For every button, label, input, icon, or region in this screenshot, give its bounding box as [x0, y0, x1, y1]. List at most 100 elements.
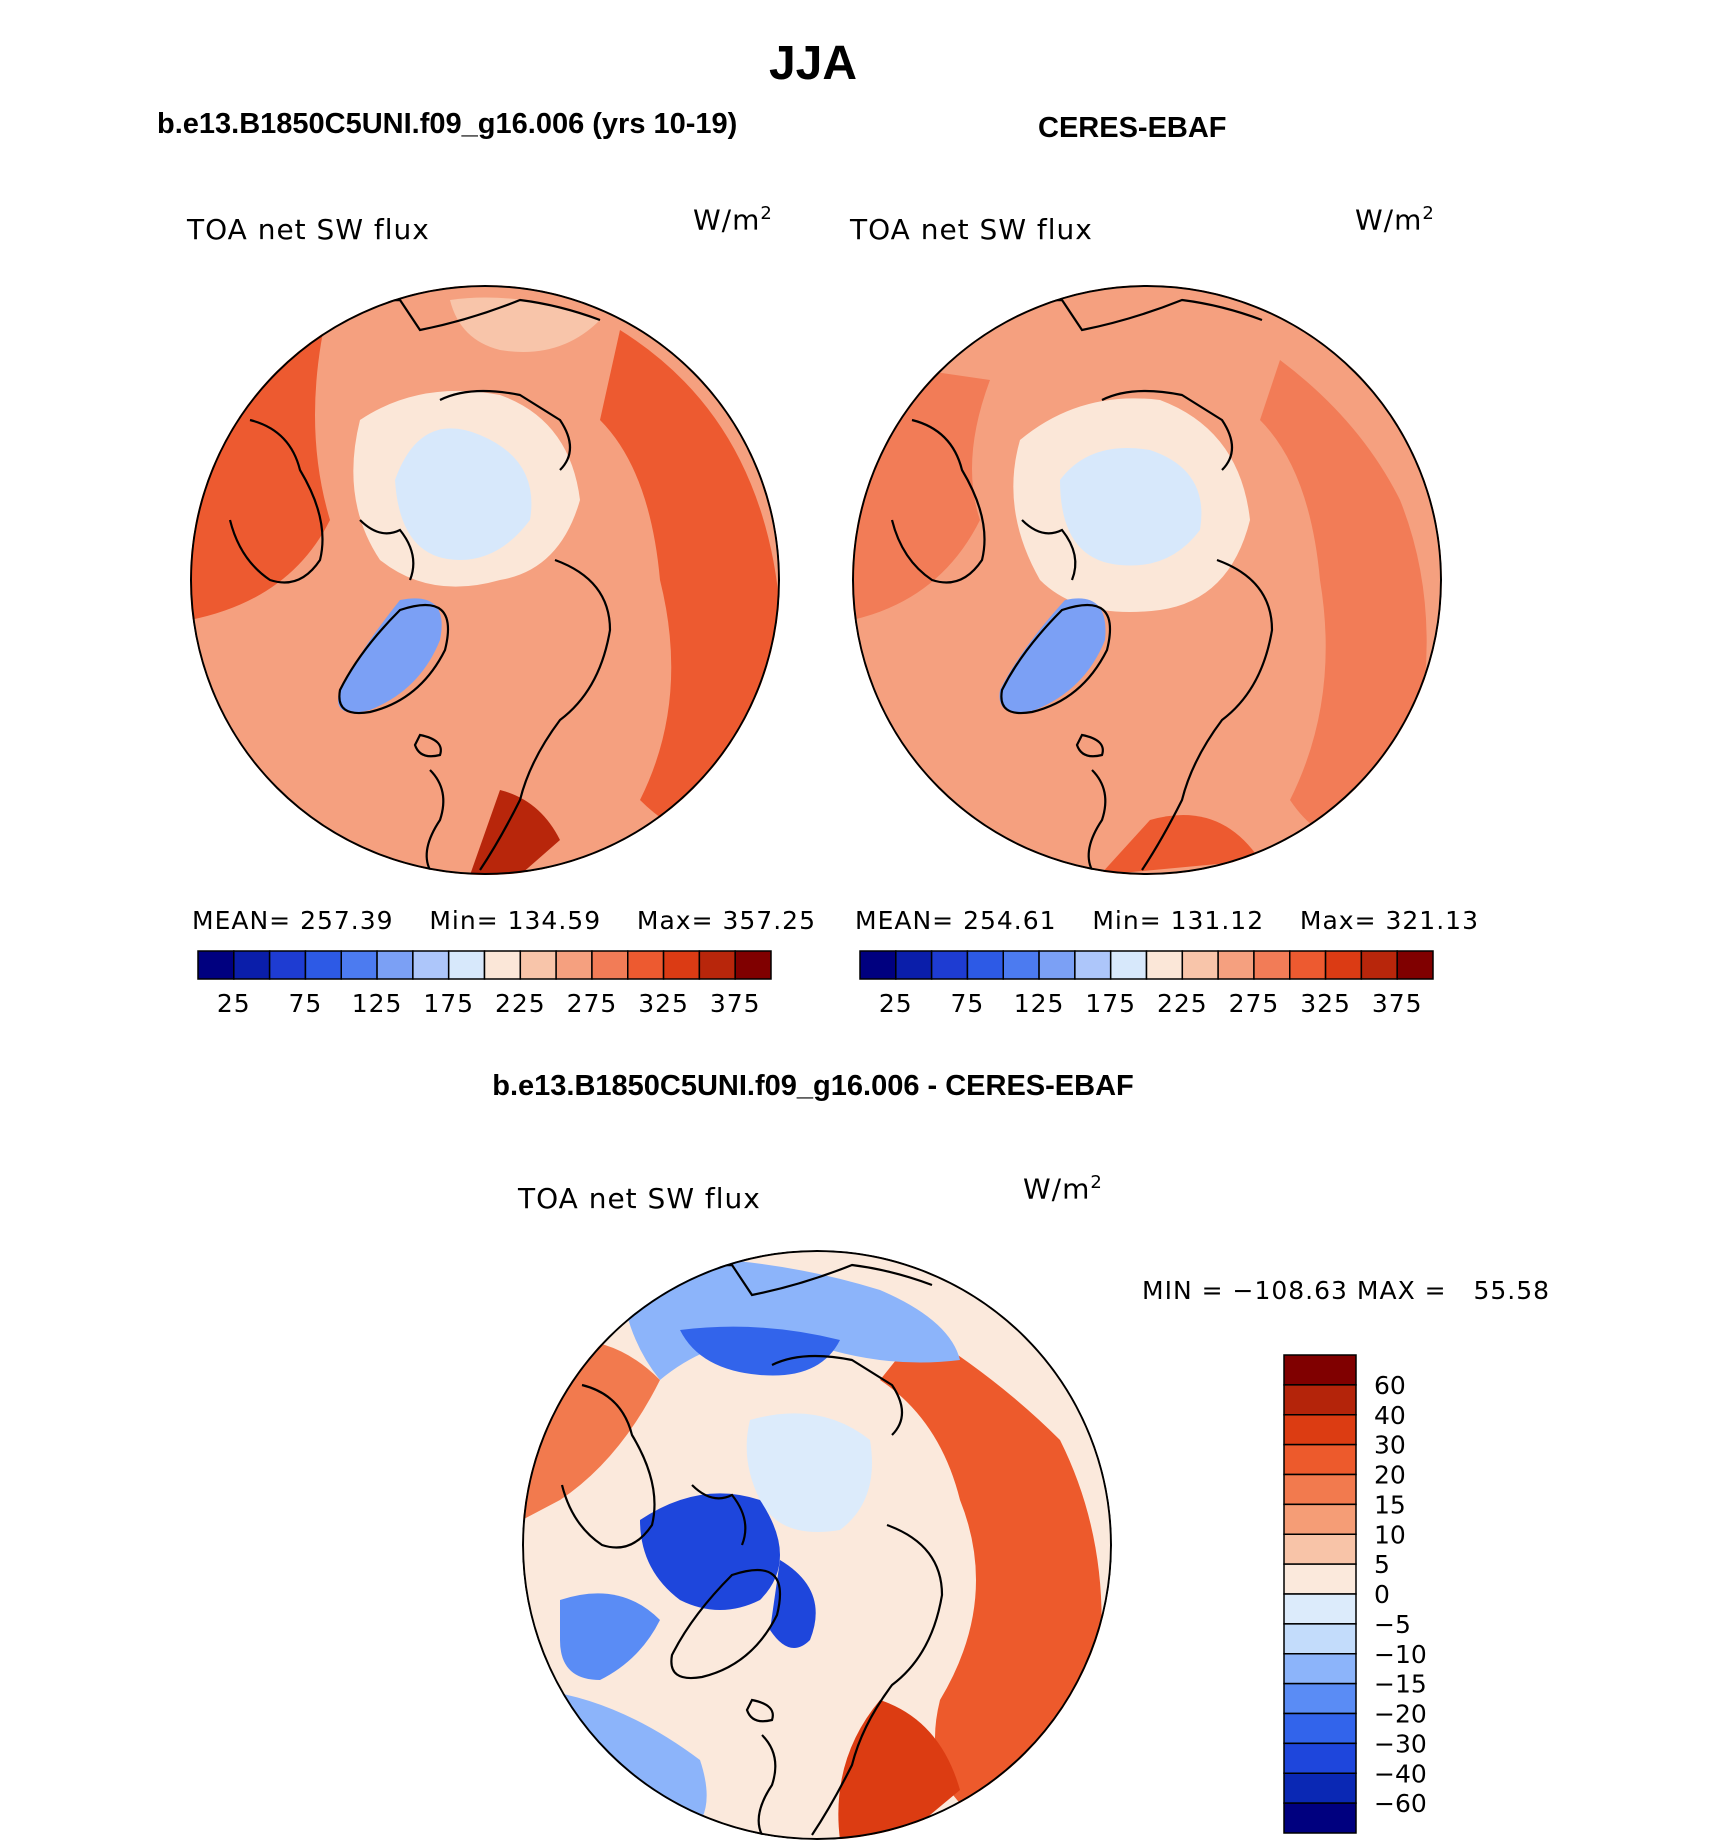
obs-min-label: Min=	[1092, 906, 1162, 935]
model-max-label: Max=	[636, 906, 714, 935]
colorbar-swatch	[233, 950, 271, 980]
colorbar-tick-label: 5	[1374, 1550, 1390, 1579]
colorbar-tick-label: 10	[1374, 1520, 1406, 1549]
colorbar-swatch	[1283, 1354, 1357, 1386]
colorbar-swatch	[519, 950, 557, 980]
colorbar-swatch	[1038, 950, 1076, 980]
colorbar-tick-label: −30	[1374, 1729, 1427, 1758]
colorbar-tick-label: 375	[1372, 989, 1423, 1018]
colorbar-tick-label: 25	[217, 989, 251, 1018]
diff-units-label: W/m2	[1023, 1172, 1103, 1206]
colorbar-swatch	[1283, 1503, 1357, 1535]
colorbar-tick-label: 20	[1374, 1461, 1406, 1490]
colorbar-swatch	[591, 950, 629, 980]
model-mean-label: MEAN=	[192, 906, 292, 935]
colorbar-tick-label: 225	[495, 989, 546, 1018]
colorbar-tick-label: 125	[352, 989, 403, 1018]
colorbar-swatch	[1289, 950, 1327, 980]
model-stats: MEAN= 257.39 Min= 134.59 Max= 357.25	[192, 906, 816, 935]
map-field-patch	[1100, 815, 1260, 875]
diff-map	[522, 1250, 1112, 1840]
colorbar-swatch	[1283, 1772, 1357, 1804]
colorbar-tick-label: −40	[1374, 1759, 1427, 1788]
colorbar-swatch	[197, 950, 235, 980]
colorbar-tick-label: −10	[1374, 1640, 1427, 1669]
map-border	[852, 285, 1442, 875]
colorbar-swatch	[1109, 950, 1148, 980]
colorbar-tick-label: 75	[289, 989, 323, 1018]
colorbar-swatch	[1145, 950, 1184, 980]
model-colorbar: 25 75 125 175 225 275 325 375	[197, 950, 772, 1018]
model-mean-value: 257.39	[300, 906, 394, 935]
colorbar-swatch	[1283, 1742, 1357, 1774]
map-field-patch	[470, 790, 560, 875]
colorbar-tick-label: 15	[1374, 1490, 1406, 1519]
colorbar-tick-label: −5	[1374, 1610, 1411, 1639]
diff-min-label: MIN =	[1142, 1276, 1224, 1305]
colorbar-swatch	[1283, 1682, 1357, 1715]
colorbar-tick-label: 175	[423, 989, 474, 1018]
obs-colorbar: 25 75 125 175 225 275 325 375	[859, 950, 1434, 1018]
colorbar-tick-label: 40	[1374, 1401, 1406, 1430]
colorbar-tick-label: 75	[951, 989, 985, 1018]
diff-panel-title: b.e13.B1850C5UNI.f09_g16.006 - CERES-EBA…	[492, 1070, 1134, 1102]
colorbar-swatch	[1283, 1563, 1357, 1595]
map-field-patch	[600, 330, 780, 836]
map-border	[522, 1250, 1112, 1840]
obs-panel-title: CERES-EBAF	[1038, 112, 1227, 144]
colorbar-swatch	[340, 950, 378, 980]
obs-max-label: Max=	[1299, 906, 1377, 935]
map-field-patch	[338, 598, 442, 713]
colorbar-swatch	[1283, 1473, 1357, 1506]
colorbar-swatch	[1283, 1414, 1357, 1446]
diff-stats: MIN = −108.63 MAX = 55.58	[1142, 1276, 1550, 1305]
colorbar-swatch	[859, 950, 897, 980]
colorbar-tick-label: 25	[879, 989, 913, 1018]
colorbar-swatch	[1360, 950, 1398, 980]
map-border	[190, 285, 780, 875]
colorbar-swatch	[698, 950, 736, 980]
colorbar-swatch	[1002, 950, 1040, 980]
model-variable-label: TOA net SW flux	[187, 213, 430, 246]
colorbar-swatch	[1396, 950, 1434, 980]
colorbar-swatch	[447, 950, 486, 980]
colorbar-swatch	[1324, 950, 1363, 980]
colorbar-tick-label: 225	[1157, 989, 1208, 1018]
map-field-patch	[1260, 360, 1427, 840]
colorbar-swatch	[304, 950, 342, 980]
colorbar-swatch	[662, 950, 701, 980]
colorbar-tick-label: 175	[1085, 989, 1136, 1018]
map-field-patch	[770, 1560, 816, 1648]
colorbar-swatch	[1283, 1443, 1357, 1476]
map-field-patch	[999, 598, 1106, 713]
colorbar-tick-label: 275	[1229, 989, 1280, 1018]
colorbar-swatch	[1074, 950, 1112, 980]
colorbar-swatch	[1283, 1593, 1357, 1625]
colorbar-swatch	[734, 950, 772, 980]
colorbar-tick-label: −15	[1374, 1670, 1427, 1699]
obs-stats: MEAN= 254.61 Min= 131.12 Max= 321.13	[855, 906, 1479, 935]
colorbar-swatch	[930, 950, 969, 980]
colorbar-swatch	[895, 950, 933, 980]
colorbar-swatch	[412, 950, 450, 980]
colorbar-tick-label: 30	[1374, 1431, 1406, 1460]
colorbar-tick-label: 275	[567, 989, 618, 1018]
colorbar-tick-label: 0	[1374, 1580, 1390, 1609]
map-field-patch	[746, 1413, 872, 1532]
colorbar-swatch	[376, 950, 414, 980]
obs-map	[852, 285, 1442, 875]
colorbar-swatch	[1283, 1653, 1357, 1685]
diff-min-value: −108.63	[1232, 1276, 1348, 1305]
colorbar-tick-label: −20	[1374, 1700, 1427, 1729]
colorbar-swatch	[1181, 950, 1219, 980]
colorbar-tick-label: 325	[1300, 989, 1351, 1018]
model-map	[190, 285, 780, 875]
obs-units-label: W/m2	[1355, 203, 1435, 237]
colorbar-tick-label: −60	[1374, 1789, 1427, 1818]
model-units-label: W/m2	[693, 203, 773, 237]
colorbar-tick-label: 60	[1374, 1371, 1406, 1400]
colorbar-tick-label: 125	[1014, 989, 1065, 1018]
map-field-patch	[395, 428, 532, 560]
